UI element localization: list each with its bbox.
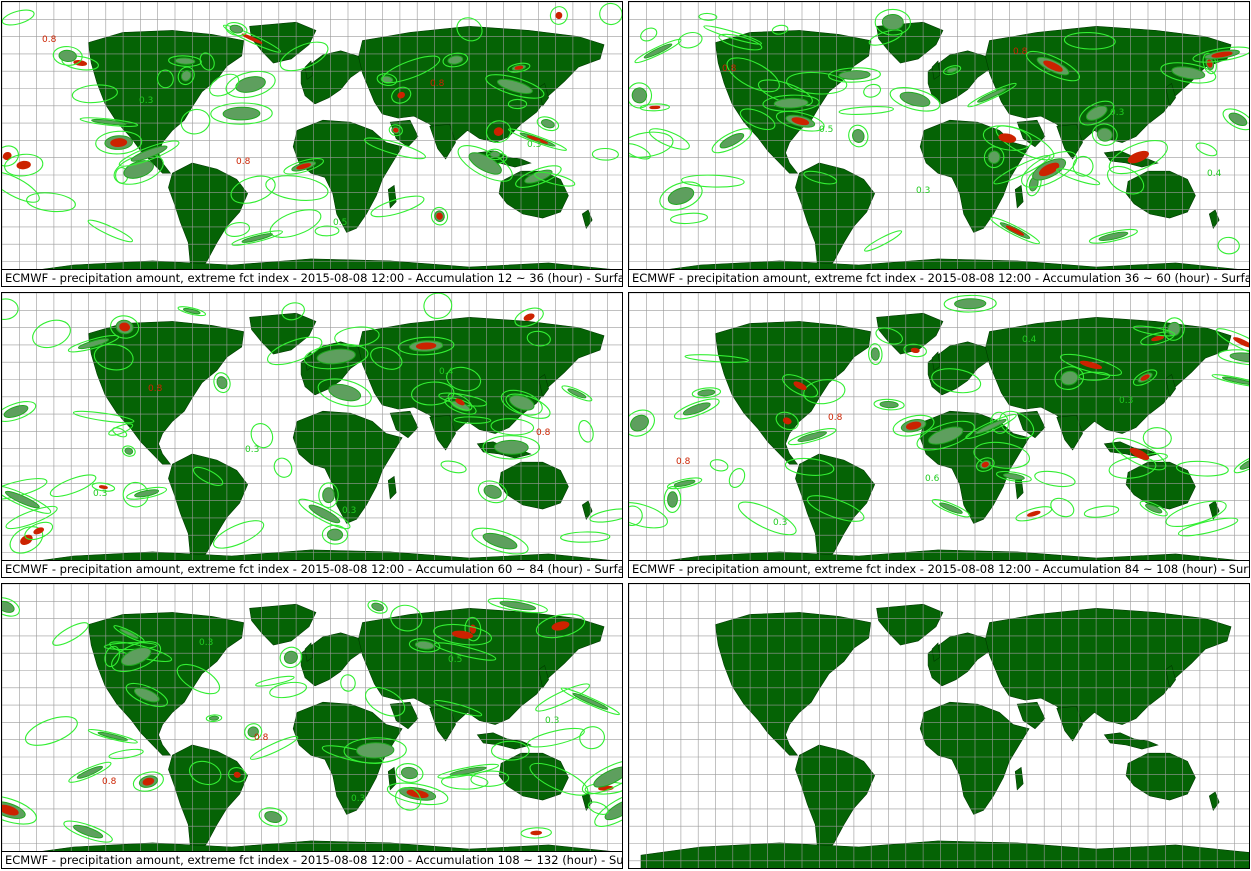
contour-label: 0.3	[199, 638, 213, 648]
world-map: 0.8 0.5 0.3 0.8 0.3 0.4	[629, 2, 1249, 286]
world-map	[629, 584, 1249, 868]
map-caption: ECMWF - precipitation amount, extreme fc…	[629, 560, 1249, 577]
world-map: 0.8 0.3 0.5 0.3 0.8 0.3	[2, 584, 622, 868]
world-map: 0.8 0.6 0.4 0.3 0.8 0.3	[629, 293, 1249, 577]
map-caption: ECMWF - precipitation amount, extreme fc…	[2, 851, 622, 868]
map-caption: ECMWF - precipitation amount, extreme fc…	[2, 560, 622, 577]
map-panel-3: 0.8 0.3 0.3 0.4 0.8 0.3 ECMWF - precipitation…	[1, 292, 623, 578]
world-map: 0.8 0.3 0.3 0.4 0.8 0.3	[2, 293, 622, 577]
contour-label: 0.3	[916, 186, 930, 196]
contour-label: 0.3	[342, 506, 356, 516]
map-panel-1: 0.8 0.3 0.8 0.5 0.8 0.3 ECMWF - precipitation…	[1, 1, 623, 287]
contour-label: 0.4	[1022, 335, 1037, 345]
map-caption: ECMWF - precipitation amount, extreme fc…	[629, 269, 1249, 286]
contour-label: 0.8	[722, 64, 737, 74]
map-panel-5: 0.8 0.3 0.5 0.3 0.8 0.3 ECMWF - precipitation…	[1, 583, 623, 869]
contour-label: 0.3	[245, 445, 259, 455]
contour-label: 0.8	[42, 35, 57, 45]
contour-label: 0.3	[351, 794, 365, 804]
contour-label: 0.8	[430, 79, 445, 89]
contour-label: 0.8	[236, 157, 251, 167]
contour-label: 0.8	[536, 428, 551, 438]
contour-label: 0.8	[828, 413, 843, 423]
contour-label: 0.8	[102, 777, 117, 787]
contour-label: 0.5	[448, 655, 462, 665]
contour-label: 0.4	[1207, 169, 1222, 179]
map-panel-6	[628, 583, 1250, 869]
contour-label: 0.8	[1013, 47, 1028, 57]
contour-label: 0.8	[676, 457, 691, 467]
contour-label: 0.3	[527, 140, 541, 150]
contour-label: 0.3	[773, 518, 787, 528]
contour-label: 0.3	[93, 489, 107, 499]
contour-label: 0.8	[148, 384, 163, 394]
contour-label: 0.6	[925, 474, 940, 484]
contour-label: 0.3	[1119, 396, 1133, 406]
contour-label: 0.5	[333, 218, 347, 228]
map-caption: ECMWF - precipitation amount, extreme fc…	[2, 269, 622, 286]
map-panel-4: 0.8 0.6 0.4 0.3 0.8 0.3 ECMWF - precipitation…	[628, 292, 1250, 578]
contour-label: 0.3	[1110, 108, 1124, 118]
world-map: 0.8 0.3 0.8 0.5 0.8 0.3	[2, 2, 622, 286]
contour-label: 0.4	[439, 367, 454, 377]
contour-label: 0.5	[819, 125, 833, 135]
contour-label: 0.8	[254, 733, 269, 743]
map-panel-2: 0.8 0.5 0.3 0.8 0.3 0.4 ECMWF - precipitation…	[628, 1, 1250, 287]
contour-label: 0.3	[545, 716, 559, 726]
contour-label: 0.3	[139, 96, 153, 106]
